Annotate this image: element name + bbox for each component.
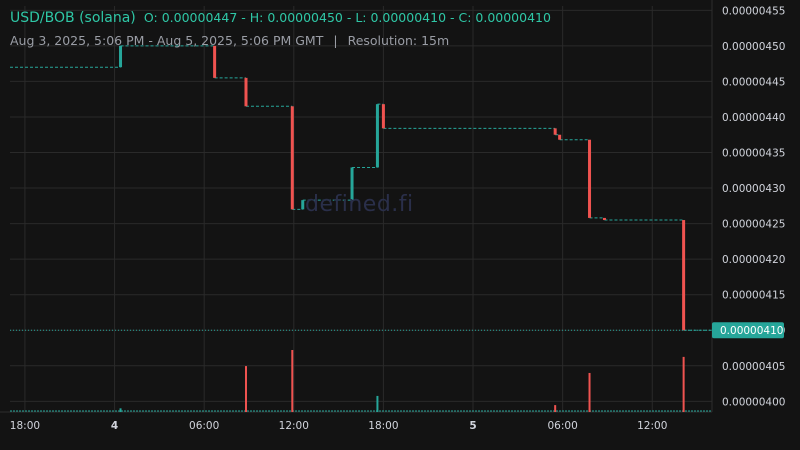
ohlc-values: O: 0.00000447 - H: 0.00000450 - L: 0.000… bbox=[143, 10, 551, 25]
y-tick-label: 0.00000420 bbox=[722, 254, 785, 266]
y-tick-label: 0.00000415 bbox=[722, 290, 785, 302]
date-range: Aug 3, 2025, 5:06 PM - Aug 5, 2025, 5:06… bbox=[10, 33, 324, 48]
volume-bar bbox=[554, 405, 557, 412]
y-tick-label: 0.00000425 bbox=[722, 219, 785, 231]
y-tick-label: 0.00000445 bbox=[722, 76, 785, 88]
candle bbox=[381, 104, 385, 129]
candle bbox=[558, 134, 562, 140]
volume-bar bbox=[682, 356, 685, 412]
pair-name: USD/BOB (solana) bbox=[10, 10, 136, 26]
volume-bar bbox=[119, 408, 122, 412]
volume-bar bbox=[588, 372, 591, 412]
candle bbox=[350, 167, 354, 201]
candle bbox=[375, 104, 379, 168]
x-tick-label: 4 bbox=[111, 420, 118, 432]
last-price-label-bg bbox=[712, 322, 784, 339]
candle bbox=[213, 45, 217, 78]
volume-bar bbox=[376, 395, 379, 412]
volume-bar bbox=[244, 366, 247, 412]
candle bbox=[290, 106, 294, 210]
candle bbox=[244, 77, 248, 107]
chart-header: USD/BOB (solana) O: 0.00000447 - H: 0.00… bbox=[10, 10, 551, 26]
x-tick-label: 06:00 bbox=[189, 420, 219, 432]
watermark: defined.fi bbox=[305, 192, 414, 217]
candle bbox=[553, 128, 557, 135]
x-tick-label: 12:00 bbox=[279, 420, 309, 432]
candle bbox=[119, 45, 123, 68]
y-tick-label: 0.00000400 bbox=[722, 396, 785, 408]
separator: | bbox=[333, 33, 338, 48]
candle bbox=[301, 200, 305, 210]
y-tick-label: 0.00000455 bbox=[722, 5, 785, 17]
candle bbox=[682, 220, 686, 331]
x-tick-label: 18:00 bbox=[10, 420, 40, 432]
last-price-label: 0.00000410 bbox=[720, 325, 783, 337]
x-tick-label: 5 bbox=[469, 420, 476, 432]
y-tick-label: 0.00000440 bbox=[722, 112, 785, 124]
volume-bar bbox=[291, 350, 294, 412]
x-tick-label: 06:00 bbox=[548, 420, 578, 432]
chart-subheader: Aug 3, 2025, 5:06 PM - Aug 5, 2025, 5:06… bbox=[10, 33, 449, 48]
candle bbox=[588, 139, 592, 218]
y-tick-label: 0.00000405 bbox=[722, 361, 785, 373]
y-tick-label: 0.00000430 bbox=[722, 183, 785, 195]
x-tick-label: 18:00 bbox=[368, 420, 398, 432]
candle bbox=[602, 217, 606, 221]
y-tick-label: 0.00000435 bbox=[722, 148, 785, 160]
y-tick-label: 0.00000450 bbox=[722, 41, 785, 53]
resolution: Resolution: 15m bbox=[347, 33, 450, 48]
x-tick-label: 12:00 bbox=[637, 420, 667, 432]
